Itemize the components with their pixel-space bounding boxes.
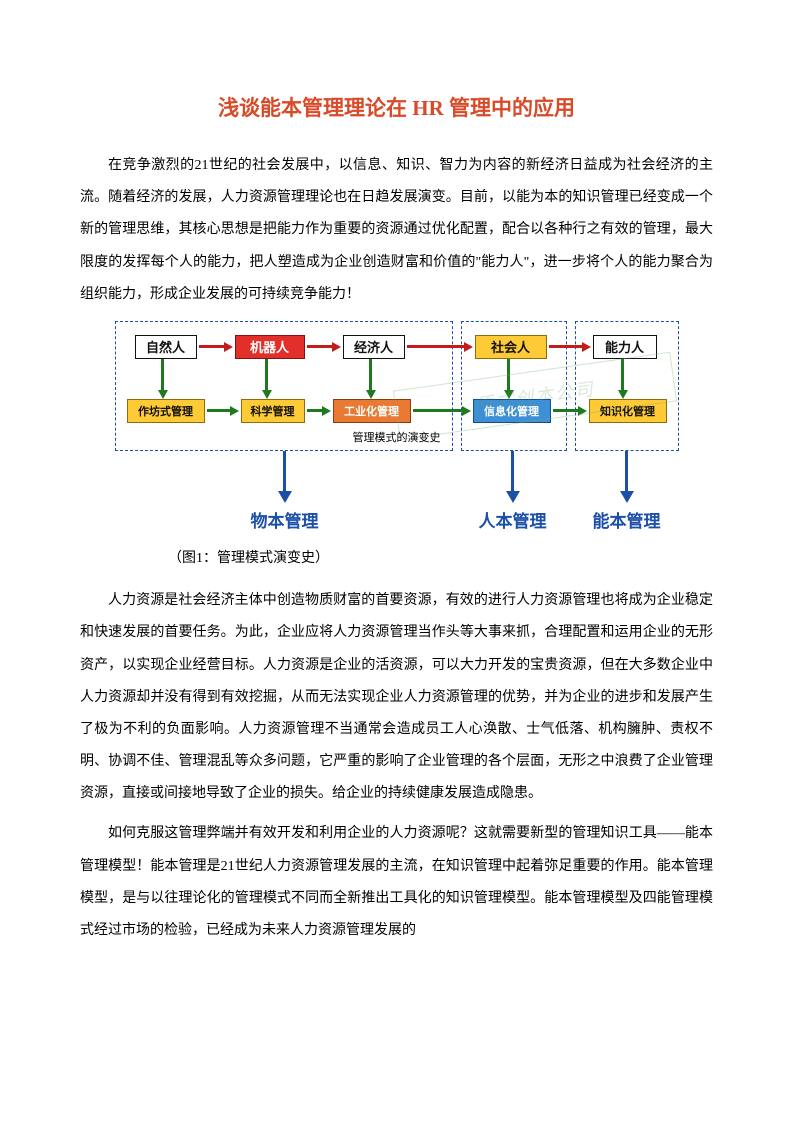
top-node-1: 机器人 (235, 335, 305, 359)
h-arrow (307, 406, 331, 416)
top-node-3: 社会人 (475, 335, 547, 359)
v-arrow (618, 359, 628, 399)
v-arrow (158, 359, 168, 399)
top-node-2: 经济人 (343, 335, 405, 359)
paragraph-2: 人力资源是社会经济主体中创造物质财富的首要资源，有效的进行人力资源管理也将成为企… (80, 585, 713, 810)
h-arrow (553, 406, 587, 416)
top-node-4: 能力人 (593, 335, 657, 359)
top-node-0: 自然人 (135, 335, 197, 359)
h-arrow (549, 342, 591, 352)
paragraph-3: 如何克服这管理弊端并有效开发和利用企业的人力资源呢？这就需要新型的管理知识工具—… (80, 818, 713, 947)
h-arrow (413, 406, 471, 416)
h-arrow (207, 406, 239, 416)
evolution-diagram: 自然人 机器人 经济人 社会人 能力人 作坊式管理 科学管理 工业化管理 信息化管理 知识化管理… (115, 321, 679, 537)
h-arrow (307, 342, 341, 352)
bottom-node-1: 科学管理 (241, 399, 305, 423)
page-title: 浅谈能本管理理论在 HR 管理中的应用 (80, 92, 713, 122)
figure-caption: （图1：管理模式演变史） (140, 543, 713, 575)
category-label-2: 能本管理 (593, 507, 661, 532)
v-arrow (366, 359, 376, 399)
bottom-node-3: 信息化管理 (473, 399, 551, 423)
diagram-inner-caption: 管理模式的演变史 (115, 429, 679, 445)
paragraph-1: 在竞争激烈的21世纪的社会发展中，以信息、知识、智力为内容的新经济日益成为社会经… (80, 150, 713, 311)
bottom-node-2: 工业化管理 (333, 399, 411, 423)
bottom-node-4: 知识化管理 (589, 399, 667, 423)
bottom-node-0: 作坊式管理 (127, 399, 205, 423)
h-arrow (407, 342, 473, 352)
category-label-1: 人本管理 (479, 507, 547, 532)
category-label-0: 物本管理 (251, 507, 319, 532)
h-arrow (199, 342, 233, 352)
v-arrow (504, 359, 514, 399)
v-arrow (262, 359, 272, 399)
